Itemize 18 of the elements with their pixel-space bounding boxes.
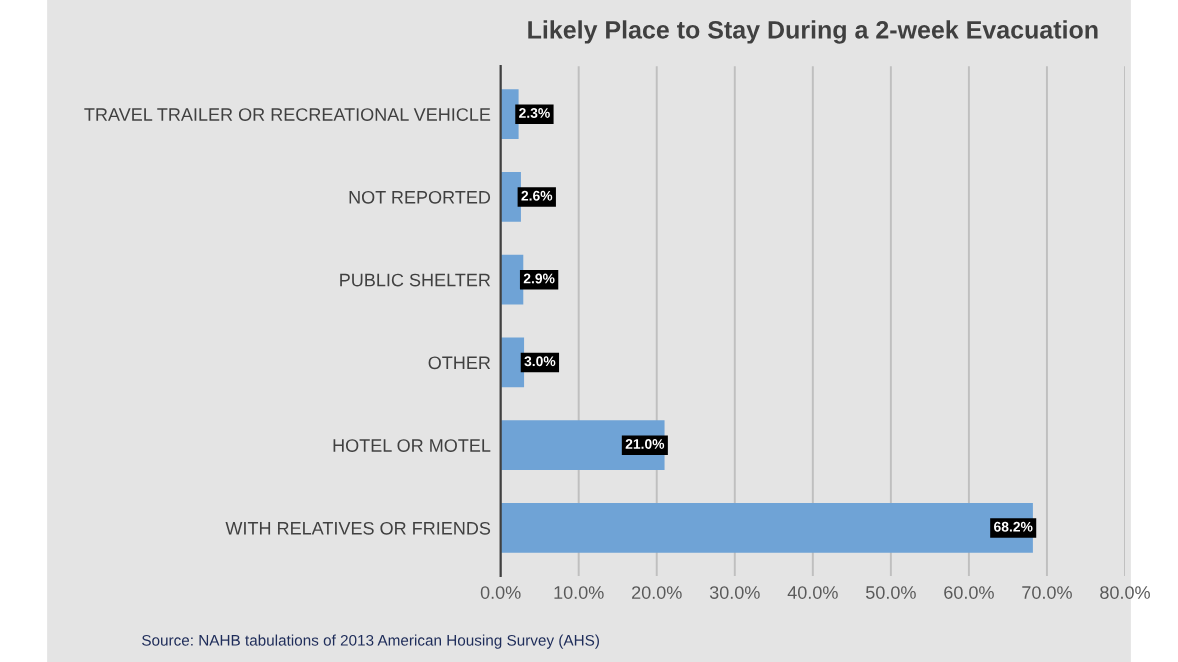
y-tick-label: OTHER bbox=[428, 356, 491, 370]
x-tick-label: 60.0% bbox=[944, 586, 994, 599]
bar bbox=[500, 503, 1033, 553]
x-tick-label: 20.0% bbox=[632, 586, 682, 599]
y-tick-label: PUBLIC SHELTER bbox=[340, 273, 491, 287]
bar bbox=[500, 420, 665, 471]
chart-title: Likely Place to Stay During a 2-week Evacuation bbox=[528, 20, 1098, 44]
x-tick-label: 40.0% bbox=[787, 586, 838, 599]
y-tick-label: HOTEL OR MOTEL bbox=[333, 439, 491, 452]
x-tick-label: 50.0% bbox=[865, 586, 916, 599]
x-tick-label: 30.0% bbox=[709, 586, 760, 599]
x-tick-label: 0.0% bbox=[480, 586, 521, 599]
y-tick-label: TRAVEL TRAILER OR RECREATIONAL VEHICLE bbox=[84, 108, 491, 121]
y-tick-label: NOT REPORTED bbox=[349, 190, 491, 204]
y-tick-label: WITH RELATIVES OR FRIENDS bbox=[225, 521, 491, 535]
x-tick-label: 80.0% bbox=[1100, 586, 1150, 599]
x-tick-label: 70.0% bbox=[1022, 586, 1072, 599]
x-tick-label: 10.0% bbox=[554, 586, 604, 599]
